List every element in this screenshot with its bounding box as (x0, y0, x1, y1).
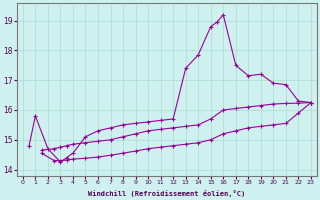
X-axis label: Windchill (Refroidissement éolien,°C): Windchill (Refroidissement éolien,°C) (88, 190, 245, 197)
